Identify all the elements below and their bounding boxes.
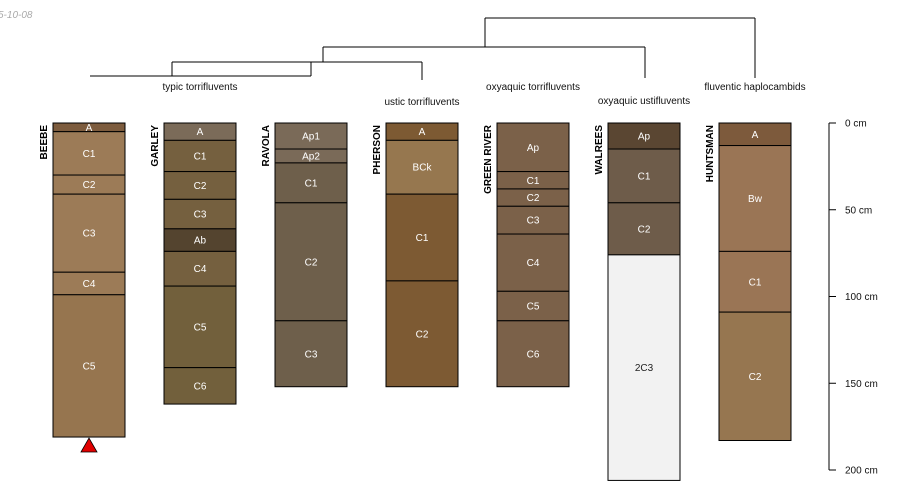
horizon-label: C1 (416, 233, 429, 244)
horizon-ap1 (274, 122, 348, 150)
profile-name: WALREES (594, 125, 605, 175)
horizon-label: Ap1 (302, 132, 320, 143)
horizon-c1 (52, 131, 126, 176)
horizon-label: C1 (194, 151, 207, 162)
horizon-label: C1 (749, 277, 762, 288)
depth-tick-label: 200 cm (845, 466, 878, 477)
taxon-label-oxyaquic-ustifluvents: oxyaquic ustifluvents (598, 96, 690, 107)
horizon-c6 (496, 320, 570, 388)
horizon-c2 (718, 311, 792, 442)
profile-walrees: Ap C1 C2 2C3 WALREES (594, 122, 681, 481)
horizon-label: C4 (527, 258, 540, 269)
horizon-ap (496, 122, 570, 173)
horizon-c5 (163, 285, 237, 369)
horizon-label: C5 (83, 361, 96, 372)
profile-pherson: A BCk C1 C2 PHERSON (372, 122, 459, 388)
taxon-label-fluventic: fluventic haplocambids (704, 82, 805, 93)
horizon-label: Ab (194, 236, 207, 247)
horizon-label: C1 (305, 178, 318, 189)
horizon-label: C1 (83, 149, 96, 160)
profiles: A C1 C2 C3 C4 C5 BEEBE A C1 C2 C3 Ab C4 C5 C6 GARLEY Ap1… (39, 122, 792, 481)
depth-axis: 0 cm 50 cm 100 cm 150 cm 200 cm (828, 119, 878, 477)
horizon-c4 (496, 233, 570, 292)
depth-tick-label: 50 cm (845, 205, 872, 216)
horizon-label: A (86, 123, 93, 134)
horizon-c5 (52, 294, 126, 438)
horizon-c3 (52, 193, 126, 273)
horizon-label: C3 (305, 349, 318, 360)
horizon-c2 (274, 202, 348, 322)
horizon-label: C3 (194, 210, 207, 221)
horizon-label: C6 (194, 381, 207, 392)
horizon-c5 (496, 290, 570, 322)
depth-tick-label: 0 cm (845, 119, 867, 130)
horizon-c3 (274, 320, 348, 388)
horizon-ap (607, 122, 681, 150)
horizon-bck (385, 139, 459, 195)
horizon-label: C2 (527, 193, 540, 204)
horizon-label: Ap (527, 143, 540, 154)
horizon-label: C4 (83, 279, 96, 290)
horizon-label: C3 (527, 216, 540, 227)
horizon-c3 (496, 205, 570, 235)
horizon-label: C2 (194, 181, 207, 192)
horizon-bw (718, 145, 792, 252)
horizon-label: C3 (83, 229, 96, 240)
horizon-c1 (607, 148, 681, 204)
horizon-c1 (163, 139, 237, 173)
horizon-c2 (385, 280, 459, 388)
taxon-label-oxyaquic-torrifluvents: oxyaquic torrifluvents (486, 82, 580, 93)
profile-name: HUNTSMAN (705, 125, 716, 182)
horizon-label: C2 (749, 372, 762, 383)
horizon-c1 (274, 162, 348, 204)
profile-green-river: Ap C1 C2 C3 C4 C5 C6 GREEN RIVER (483, 122, 570, 388)
horizon-c3 (163, 198, 237, 230)
horizon-label: A (419, 127, 426, 138)
corner-label: 5-10-08 (0, 10, 33, 21)
horizon-label: A (752, 130, 759, 141)
profile-name: RAVOLA (261, 125, 272, 166)
horizon-label: BCk (413, 163, 433, 174)
horizon-2c3 (607, 254, 681, 481)
horizon-label: C2 (638, 224, 651, 235)
profile-name: GREEN RIVER (483, 124, 494, 194)
horizon-label: Ap2 (302, 151, 320, 162)
horizon-label: C4 (194, 264, 207, 275)
profile-huntsman: A Bw C1 C2 HUNTSMAN (705, 122, 792, 442)
taxon-label-typic: typic torrifluvents (162, 82, 237, 93)
profile-beebe: A C1 C2 C3 C4 C5 BEEBE (39, 122, 126, 453)
horizon-label: C1 (527, 176, 540, 187)
profile-name: PHERSON (372, 125, 383, 174)
horizon-label: 2C3 (635, 363, 654, 374)
profile-ravola: Ap1 Ap2 C1 C2 C3 RAVOLA (261, 122, 348, 388)
horizon-label: C2 (416, 329, 429, 340)
horizon-c6 (163, 367, 237, 405)
horizon-label: Ap (638, 132, 651, 143)
profile-name: GARLEY (150, 125, 161, 167)
horizon-label: C2 (305, 257, 318, 268)
horizon-c1 (385, 193, 459, 282)
horizon-label: C6 (527, 349, 540, 360)
horizon-label: C5 (527, 302, 540, 313)
taxon-label-ustic: ustic torrifluvents (384, 97, 459, 108)
horizon-label: Bw (748, 194, 763, 205)
dendrogram (90, 17, 756, 80)
horizon-label: C5 (194, 322, 207, 333)
depth-tick-label: 100 cm (845, 292, 878, 303)
depth-tick-label: 150 cm (845, 379, 878, 390)
horizon-label: C1 (638, 171, 651, 182)
red-triangle-icon (80, 437, 98, 453)
horizon-label: C2 (83, 180, 96, 191)
horizon-c1 (718, 250, 792, 313)
profile-name: BEEBE (39, 125, 50, 160)
profile-garley: A C1 C2 C3 Ab C4 C5 C6 GARLEY (150, 122, 237, 405)
horizon-label: A (197, 127, 204, 138)
